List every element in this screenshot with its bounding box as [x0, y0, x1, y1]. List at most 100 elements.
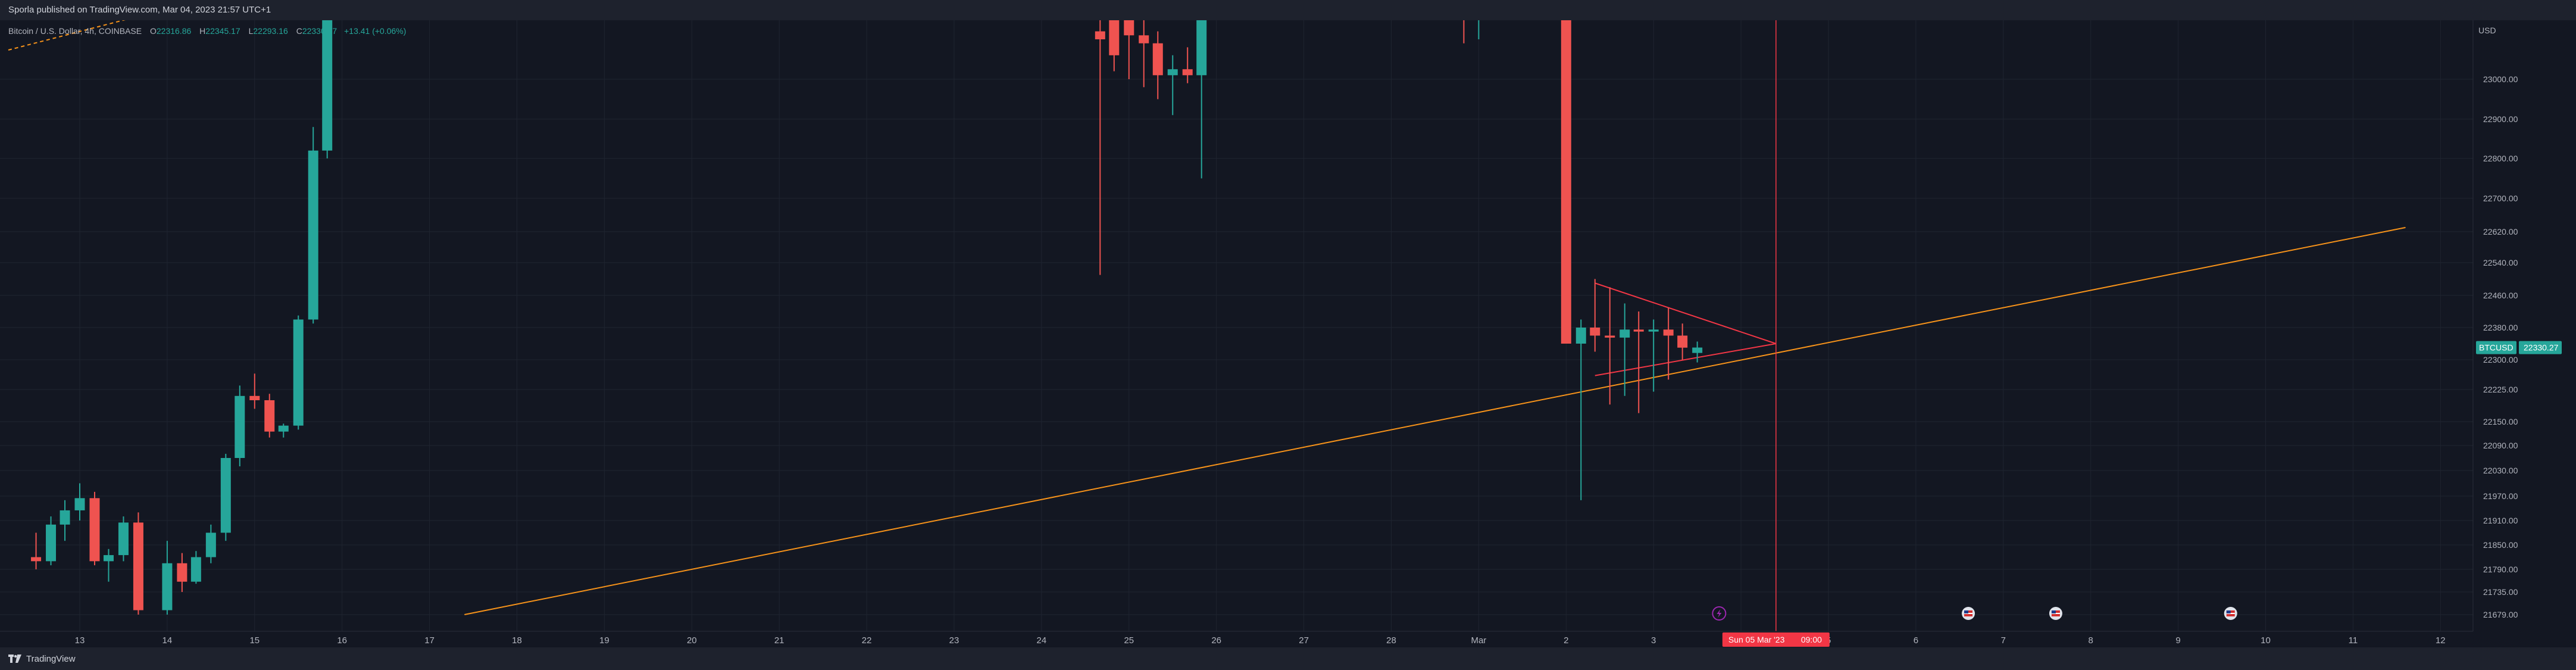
y-tick-label: 22540.00 — [2483, 258, 2518, 267]
footer-bar: TradingView — [0, 647, 2576, 670]
legend-low-value: 22293.16 — [253, 26, 288, 36]
x-tick-label: 18 — [512, 635, 522, 646]
candle-body — [1182, 69, 1193, 76]
x-tick-label: 17 — [424, 635, 434, 646]
candle-body — [235, 395, 245, 458]
price-value-tag — [2519, 341, 2562, 354]
time-axis-bg — [0, 631, 2576, 647]
x-tick-label: 11 — [2349, 635, 2358, 646]
candle-body — [249, 395, 260, 400]
crosshair-time-label: 09:00 — [1801, 635, 1822, 644]
x-tick-label: 24 — [1037, 635, 1047, 646]
x-tick-label: 26 — [1211, 635, 1221, 646]
candle-body — [1095, 31, 1105, 39]
candle-body — [89, 498, 100, 562]
y-tick-label: 21679.00 — [2483, 610, 2518, 619]
publish-text: Sporla published on TradingView.com, Mar… — [8, 5, 271, 15]
x-tick-label: 15 — [249, 635, 260, 646]
flag-canton-icon — [2226, 610, 2231, 613]
candle-body — [31, 557, 42, 562]
symbol-price-tag-label: BTCUSD — [2479, 343, 2514, 353]
candle-body — [1196, 20, 1207, 76]
y-tick-label: 22380.00 — [2483, 323, 2518, 332]
legend-change: +13.41 (+0.06%) — [344, 26, 407, 36]
candle-body — [103, 555, 114, 562]
x-tick-label: 25 — [1124, 635, 1134, 646]
candle-body — [205, 532, 216, 557]
axes: USD23000.0022900.0022800.0022700.0022620… — [0, 20, 2576, 647]
legend-close-label: C — [296, 26, 302, 36]
legend-open-value: 22316.86 — [156, 26, 192, 36]
event-markers[interactable] — [1712, 606, 2237, 621]
tradingview-logo-icon — [8, 655, 21, 663]
candle-body — [1575, 328, 1586, 344]
legend-symbol: Bitcoin / U.S. Dollar, 4h, COINBASE — [8, 26, 142, 36]
x-tick-label: 12 — [2436, 635, 2446, 646]
y-tick-label: 21910.00 — [2483, 516, 2518, 525]
x-tick-label: 19 — [599, 635, 609, 646]
y-tick-label: 22030.00 — [2483, 466, 2518, 475]
candle-body — [1152, 43, 1163, 76]
x-tick-label: Mar — [1471, 635, 1486, 646]
candles — [31, 20, 1703, 615]
legend-close-value: 22330.27 — [302, 26, 337, 36]
y-tick-label: 21735.00 — [2483, 587, 2518, 597]
candle-body — [46, 524, 57, 562]
chart-grid — [0, 20, 2473, 631]
dashed-drawing-line — [8, 20, 126, 51]
candle-body — [1663, 329, 1674, 336]
x-tick-label: 2 — [1564, 635, 1568, 646]
x-tick-label: 27 — [1299, 635, 1309, 646]
legend-open-label: O — [149, 26, 157, 36]
x-tick-label: 6 — [1914, 635, 1918, 646]
legend-high-label: H — [199, 26, 206, 36]
flag-canton-icon — [2051, 610, 2056, 613]
series-legend[interactable]: Bitcoin / U.S. Dollar, 4h, COINBASE O223… — [8, 26, 406, 36]
y-tick-label: 21850.00 — [2483, 540, 2518, 550]
x-tick-label: 22 — [862, 635, 872, 646]
x-tick-label: 21 — [774, 635, 784, 646]
legend-low-label: L — [248, 26, 254, 36]
x-tick-label: 3 — [1651, 635, 1656, 646]
x-tick-label: 20 — [687, 635, 697, 646]
y-tick-label: 21790.00 — [2483, 565, 2518, 574]
y-tick-label: 22300.00 — [2483, 355, 2518, 364]
candle-body — [1692, 347, 1703, 353]
x-tick-label: 14 — [162, 635, 173, 646]
candle-body — [278, 425, 289, 432]
x-tick-label: 10 — [2261, 635, 2271, 646]
y-tick-label: 22900.00 — [2483, 114, 2518, 124]
candle-body — [1648, 329, 1659, 332]
drawings[interactable] — [8, 17, 2406, 631]
candle-body — [74, 498, 85, 510]
candle-body — [190, 557, 201, 582]
triangle-upper-line — [1595, 282, 1777, 344]
currency-label: USD — [2478, 26, 2496, 35]
candle-body — [1605, 335, 1615, 338]
candle-body — [118, 522, 129, 556]
candle-body — [1109, 20, 1120, 55]
crosshair-time-tag — [1722, 632, 1830, 647]
candle-body — [162, 563, 173, 610]
candle-body — [1561, 20, 1571, 344]
x-tick-label: 7 — [2001, 635, 2006, 646]
lightning-icon — [1717, 609, 1722, 618]
y-tick-label: 22090.00 — [2483, 441, 2518, 450]
candle-body — [60, 510, 70, 525]
candle-body — [1677, 335, 1688, 348]
candle-body — [322, 20, 333, 151]
price-value-label: 22330.27 — [2524, 343, 2559, 353]
publish-header: Sporla published on TradingView.com, Mar… — [0, 0, 2576, 20]
candle-body — [1167, 69, 1178, 76]
candle-body — [1124, 20, 1134, 36]
trendline — [464, 227, 2406, 615]
y-tick-label: 23000.00 — [2483, 74, 2518, 84]
x-tick-label: 8 — [2089, 635, 2093, 646]
x-tick-label: 16 — [337, 635, 347, 646]
candle-body — [1633, 329, 1644, 332]
y-tick-label: 22460.00 — [2483, 291, 2518, 300]
candle-body — [177, 563, 187, 582]
y-tick-label: 21970.00 — [2483, 491, 2518, 501]
y-tick-label: 22150.00 — [2483, 417, 2518, 426]
